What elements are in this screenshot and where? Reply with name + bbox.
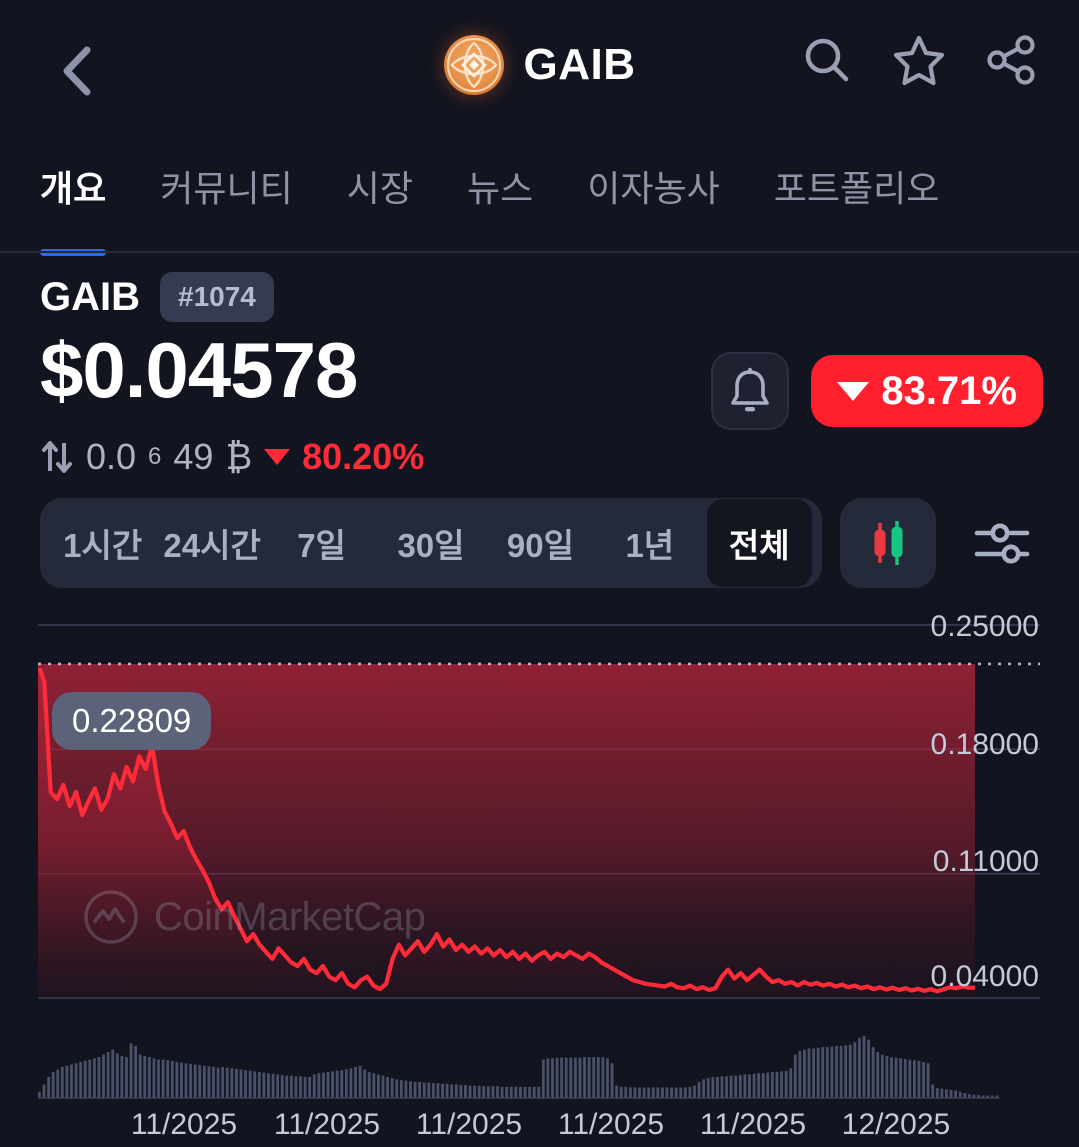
range-7d[interactable]: 7일	[297, 527, 346, 564]
caret-down-icon-small	[264, 449, 291, 465]
range-1h[interactable]: 1시간	[63, 527, 143, 564]
price-summary: GAIB #1074 $0.04578 83.71%	[0, 272, 1079, 478]
x-axis-tick-3: 11/2025	[557, 1108, 665, 1141]
page-title: GAIB	[523, 40, 636, 89]
x-axis: 11/2025 11/2025 11/2025 11/2025 11/2025 …	[0, 1108, 1079, 1147]
peak-price-label: 0.22809	[52, 692, 212, 750]
price-chart-canvas	[38, 624, 1040, 999]
gaib-logo-icon	[443, 35, 504, 95]
chevron-left-icon	[63, 46, 91, 96]
y-axis-label-3: 0.04000	[930, 960, 1039, 993]
volume-chart-canvas	[38, 1036, 1000, 1099]
price-chart[interactable]: CoinMarketCap 0.22809 0.25000 0.18000 0.…	[0, 600, 1079, 1020]
tab-portfolio[interactable]: 포트폴리오	[773, 168, 940, 209]
range-30d[interactable]: 30일	[397, 527, 465, 564]
back-button[interactable]	[42, 36, 112, 106]
tabs-divider	[0, 251, 1079, 253]
y-axis-label-1: 0.18000	[930, 728, 1039, 761]
x-axis-tick-1: 11/2025	[273, 1108, 381, 1141]
btc-unit-symbol: ₿	[225, 436, 253, 477]
symbol-row: GAIB #1074	[0, 272, 1079, 322]
coinmarketcap-logo-icon	[84, 890, 138, 944]
coin-symbol-label: GAIB	[40, 274, 140, 319]
price-change-value: 83.71%	[881, 368, 1017, 413]
bell-icon	[731, 367, 770, 412]
y-axis-label-0: 0.25000	[930, 610, 1039, 643]
header-actions	[795, 28, 1043, 92]
range-all[interactable]: 전체	[706, 499, 812, 587]
tab-community[interactable]: 커뮤니티	[160, 168, 293, 209]
sliders-icon	[974, 523, 1030, 564]
btc-price-prefix: 0.0	[86, 436, 137, 477]
caret-down-icon	[837, 381, 870, 401]
range-90d[interactable]: 90일	[506, 527, 574, 564]
btc-change-value: 80.20%	[302, 436, 425, 477]
share-icon[interactable]	[979, 28, 1043, 92]
btc-price-row: 0.0 6 49 ₿ 80.20%	[0, 436, 1079, 478]
x-axis-tick-2: 11/2025	[415, 1108, 523, 1141]
price-alert-button[interactable]	[711, 352, 790, 430]
tab-overview[interactable]: 개요	[40, 140, 130, 256]
range-24h[interactable]: 24시간	[163, 527, 261, 564]
price-row: $0.04578 83.71%	[0, 322, 1079, 430]
price-actions: 83.71%	[711, 330, 1043, 430]
x-axis-tick-5: 12/2025	[841, 1108, 951, 1141]
swap-arrows-icon[interactable]	[40, 439, 74, 475]
watermark-text: CoinMarketCap	[154, 894, 426, 939]
btc-price-subscript: 6	[148, 443, 162, 470]
volume-chart	[0, 1020, 1079, 1100]
btc-price-suffix: 49	[173, 436, 214, 477]
coinmarketcap-watermark: CoinMarketCap	[82, 888, 426, 946]
time-range-selector: 1시간 24시간 7일 30일 90일 1년 전체	[40, 498, 822, 588]
rank-badge: #1074	[160, 272, 274, 322]
candlestick-icon	[874, 521, 903, 565]
coin-title-group: GAIB	[0, 0, 1079, 130]
tab-yield-farming[interactable]: 이자농사	[587, 168, 720, 209]
chart-settings-button[interactable]	[954, 498, 1050, 588]
chart-controls: 1시간 24시간 7일 30일 90일 1년 전체	[40, 498, 1050, 588]
app-header: GAIB	[0, 0, 1079, 130]
x-axis-tick-0: 11/2025	[130, 1108, 238, 1141]
y-axis-label-2: 0.11000	[932, 845, 1039, 878]
star-icon[interactable]	[887, 28, 951, 92]
tab-bar: 개요 커뮤니티 시장 뉴스 이자농사 포트폴리오	[0, 140, 1079, 256]
x-axis-tick-4: 11/2025	[699, 1108, 807, 1141]
range-1y[interactable]: 1년	[625, 527, 675, 564]
price-change-badge: 83.71%	[811, 355, 1043, 427]
search-icon[interactable]	[795, 28, 859, 92]
tab-markets[interactable]: 시장	[346, 168, 413, 209]
candlestick-toggle-button[interactable]	[840, 498, 936, 588]
current-price: $0.04578	[40, 326, 358, 414]
tab-news[interactable]: 뉴스	[466, 168, 534, 209]
